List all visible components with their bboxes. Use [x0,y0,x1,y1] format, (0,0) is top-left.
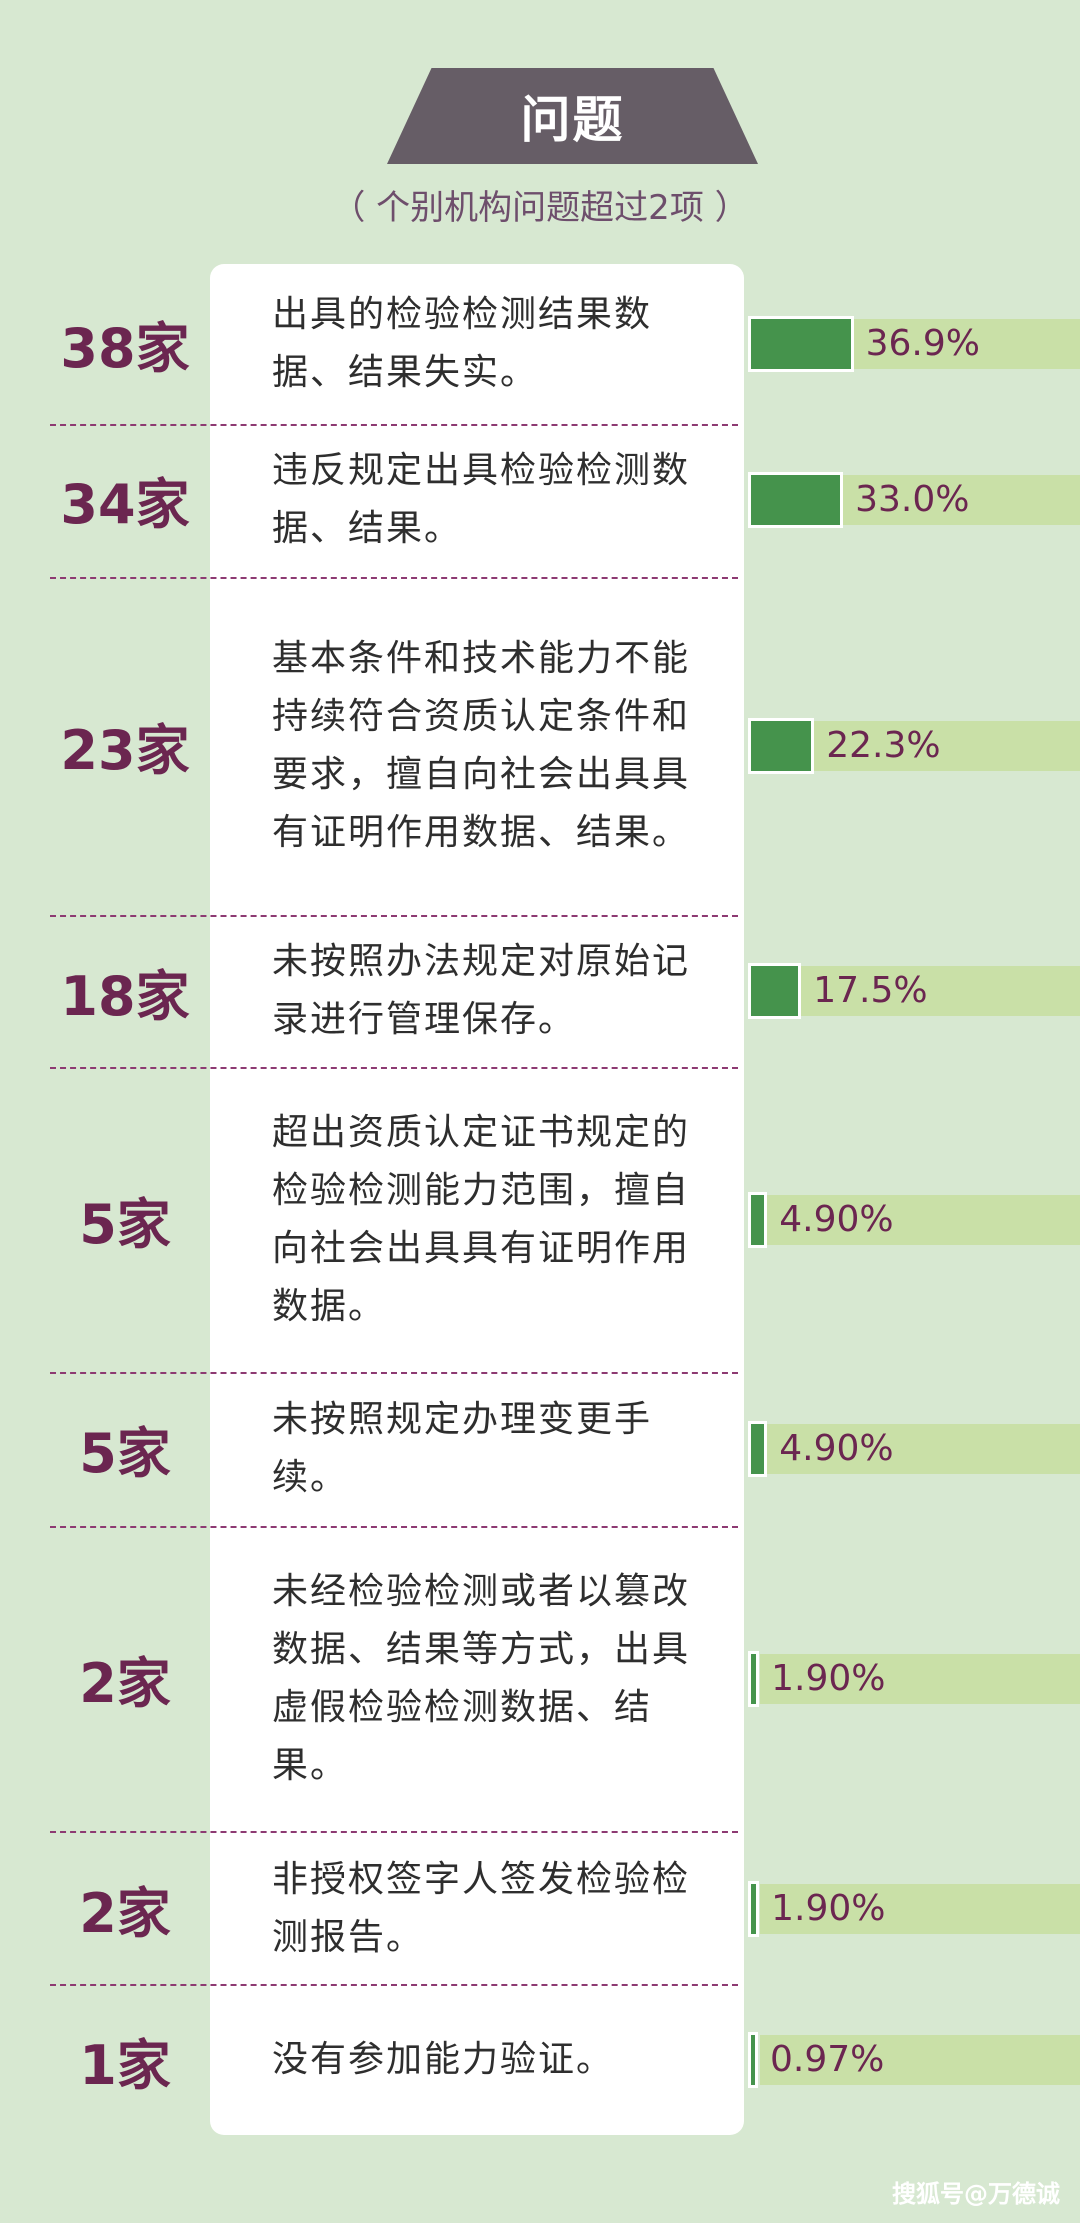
problem-description-cell: 未按照规定办理变更手续。 [272,1372,702,1525]
bar-track [760,1653,1080,1704]
row-separator [50,1831,738,1833]
institution-count: 18家 [60,964,190,1028]
percentage-label: 1.90% [771,1887,886,1929]
problem-description-cell: 未按照办法规定对原始记录进行管理保存。 [272,915,702,1067]
percentage-label: 36.9% [865,322,980,364]
problem-description: 未经检验检测或者以篡改数据、结果等方式，出具虚假检验检测数据、结果。 [272,1570,691,1786]
problem-description: 基本条件和技术能力不能持续符合资质认定条件和要求，擅自向社会出具具有证明作用数据… [272,637,691,853]
problem-description: 未按照规定办理变更手续。 [272,1398,653,1498]
percentage-label: 0.97% [770,2039,885,2080]
problem-description-cell: 基本条件和技术能力不能持续符合资质认定条件和要求，擅自向社会出具具有证明作用数据… [272,576,702,915]
row-separator [50,424,738,426]
problem-description: 未按照办法规定对原始记录进行管理保存。 [272,941,691,1040]
percentage-bar [748,963,802,1019]
institution-count: 2家 [79,1882,171,1945]
percentage-bar [748,1191,768,1248]
row-separator [50,1372,738,1374]
page-subtitle: （ 个别机构问题超过2项 ） [331,188,749,228]
institution-count: 23家 [60,719,190,782]
percentage-bar [748,1650,760,1707]
percentage-bar [748,717,815,774]
institution-count: 38家 [60,317,190,380]
institution-count: 5家 [79,1422,171,1485]
problem-description-cell: 违反规定出具检验检测数据、结果。 [272,423,702,576]
description-card [210,264,744,2135]
problem-description-cell: 非授权签字人签发检验检测报告。 [272,1832,702,1985]
percentage-label: 17.5% [813,970,928,1011]
institution-count: 2家 [79,1652,171,1715]
percentage-bar [748,1880,760,1937]
percentage-bar [748,1420,768,1477]
row-separator [50,1067,738,1069]
institution-count: 5家 [79,1193,171,1256]
bar-track [760,1423,1080,1474]
watermark-text: 搜狐号@万德诚 [892,2180,1060,2208]
problem-description-cell: 超出资质认定证书规定的检验检测能力范围，擅自向社会出具具有证明作用数据。 [272,1067,702,1372]
percentage-label: 22.3% [826,724,941,766]
percentage-bar [748,315,854,372]
title-banner: 问题 [387,68,758,164]
chart-row: 38家 出具的检验检测结果数据、结果失实。 [0,264,1080,423]
problem-description-cell: 未经检验检测或者以篡改数据、结果等方式，出具虚假检验检测数据、结果。 [272,1525,702,1832]
chart-row: 18家 未按照办法规定对原始记录进行管理保存。 [0,915,1080,1067]
problem-description: 超出资质认定证书规定的检验检测能力范围，擅自向社会出具具有证明作用数据。 [272,1111,691,1327]
institution-count: 34家 [60,473,190,536]
chart-row: 2家 非授权签字人签发检验检测报告。 [0,1832,1080,1985]
row-separator [50,915,738,917]
chart-row: 2家 未经检验检测或者以篡改数据、结果等方式，出具虚假检验检测数据、结果。 [0,1525,1080,1832]
percentage-label: 4.90% [779,1427,894,1469]
percentage-label: 1.90% [771,1657,886,1699]
institution-count: 1家 [79,2033,171,2097]
percentage-bar [748,2032,758,2088]
percentage-label: 33.0% [855,478,970,520]
problem-description: 出具的检验检测结果数据、结果失实。 [272,293,653,393]
bar-track [760,966,1080,1016]
row-separator [50,1526,738,1528]
problem-description: 非授权签字人签发检验检测报告。 [272,1858,691,1958]
problem-description-cell: 没有参加能力验证。 [272,1985,702,2135]
problem-description-cell: 出具的检验检测结果数据、结果失实。 [272,264,702,423]
row-separator [50,577,738,579]
chart-row: 34家 违反规定出具检验检测数据、结果。 [0,423,1080,576]
bar-track [760,1883,1080,1934]
row-separator [50,1984,738,1986]
problem-description: 没有参加能力验证。 [272,2039,615,2080]
page-title: 问题 [520,91,625,149]
chart-row: 5家 未按照规定办理变更手续。 [0,1372,1080,1525]
bar-track [760,2035,1080,2085]
percentage-bar [748,471,844,528]
problem-description: 违反规定出具检验检测数据、结果。 [272,449,691,549]
percentage-label: 4.90% [779,1198,894,1240]
bar-track [760,1194,1080,1245]
chart-row: 1家 没有参加能力验证。 [0,1985,1080,2135]
chart-row: 5家 超出资质认定证书规定的检验检测能力范围，擅自向社会出具具有证明作用数据。 [0,1067,1080,1372]
chart-row: 23家 基本条件和技术能力不能持续符合资质认定条件和要求，擅自向社会出具具有证明作… [0,576,1080,915]
